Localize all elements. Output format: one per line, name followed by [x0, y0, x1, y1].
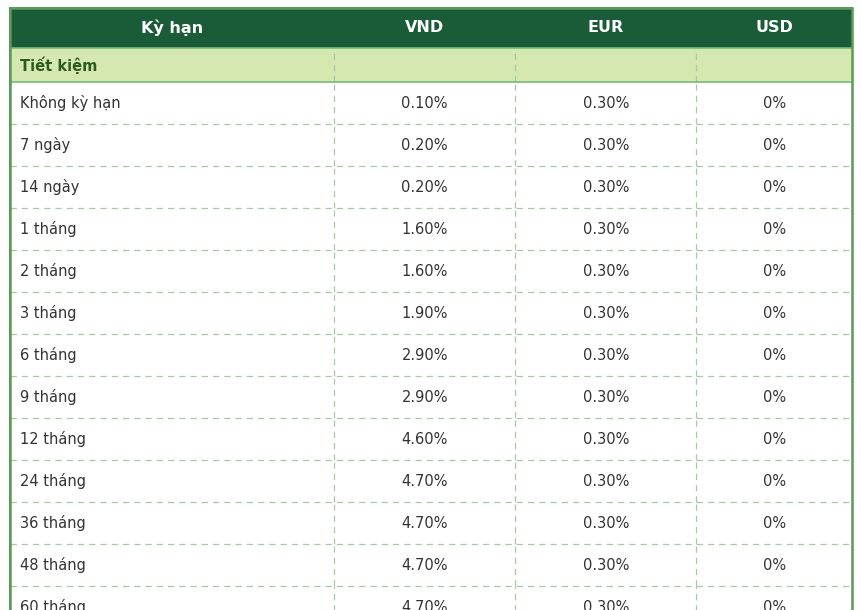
- Text: 2 tháng: 2 tháng: [20, 263, 77, 279]
- Text: 3 tháng: 3 tháng: [20, 305, 77, 321]
- Text: 0.30%: 0.30%: [582, 221, 629, 237]
- Text: 6 tháng: 6 tháng: [20, 347, 77, 363]
- Text: 0.20%: 0.20%: [401, 137, 448, 152]
- Text: 36 tháng: 36 tháng: [20, 515, 85, 531]
- Text: Tiết kiệm: Tiết kiệm: [20, 56, 97, 74]
- Text: 0%: 0%: [762, 515, 784, 531]
- Text: 0.30%: 0.30%: [582, 137, 629, 152]
- Text: 1.60%: 1.60%: [401, 221, 448, 237]
- Text: 0.30%: 0.30%: [582, 558, 629, 573]
- Text: 9 tháng: 9 tháng: [20, 389, 77, 405]
- Text: 0.20%: 0.20%: [401, 179, 448, 195]
- Text: 60 tháng: 60 tháng: [20, 599, 86, 610]
- Bar: [10, 544, 851, 586]
- Text: 1.90%: 1.90%: [401, 306, 448, 320]
- Bar: [10, 8, 851, 48]
- Text: USD: USD: [754, 21, 792, 35]
- Bar: [10, 82, 851, 124]
- Text: 0.30%: 0.30%: [582, 179, 629, 195]
- Bar: [10, 250, 851, 292]
- Text: 0.30%: 0.30%: [582, 306, 629, 320]
- Bar: [10, 124, 851, 166]
- Text: 4.70%: 4.70%: [401, 473, 448, 489]
- Text: 0.30%: 0.30%: [582, 96, 629, 110]
- Text: 0.30%: 0.30%: [582, 515, 629, 531]
- Text: 1 tháng: 1 tháng: [20, 221, 77, 237]
- Bar: [10, 48, 851, 82]
- Text: 0%: 0%: [762, 96, 784, 110]
- Text: 0%: 0%: [762, 600, 784, 610]
- Text: 4.70%: 4.70%: [401, 515, 448, 531]
- Text: 0.30%: 0.30%: [582, 390, 629, 404]
- Text: 4.70%: 4.70%: [401, 558, 448, 573]
- Text: Không kỳ hạn: Không kỳ hạn: [20, 95, 121, 111]
- Text: VND: VND: [405, 21, 443, 35]
- Text: 2.90%: 2.90%: [401, 348, 448, 362]
- Text: 0.30%: 0.30%: [582, 348, 629, 362]
- Text: EUR: EUR: [587, 21, 623, 35]
- Text: 0%: 0%: [762, 264, 784, 279]
- Text: 0%: 0%: [762, 221, 784, 237]
- Text: 0%: 0%: [762, 558, 784, 573]
- Text: 0.30%: 0.30%: [582, 431, 629, 447]
- Text: 0%: 0%: [762, 179, 784, 195]
- Text: 0%: 0%: [762, 137, 784, 152]
- Text: 1.60%: 1.60%: [401, 264, 448, 279]
- Text: 2.90%: 2.90%: [401, 390, 448, 404]
- Bar: [10, 418, 851, 460]
- Text: 0.10%: 0.10%: [401, 96, 448, 110]
- Text: 0%: 0%: [762, 473, 784, 489]
- Text: 48 tháng: 48 tháng: [20, 557, 86, 573]
- Text: 0.30%: 0.30%: [582, 473, 629, 489]
- Bar: [10, 376, 851, 418]
- Text: 24 tháng: 24 tháng: [20, 473, 86, 489]
- Text: Kỳ hạn: Kỳ hạn: [141, 20, 203, 36]
- Text: 12 tháng: 12 tháng: [20, 431, 86, 447]
- Text: 0%: 0%: [762, 390, 784, 404]
- Bar: [10, 166, 851, 208]
- Bar: [10, 586, 851, 610]
- Text: 4.70%: 4.70%: [401, 600, 448, 610]
- Text: 0.30%: 0.30%: [582, 600, 629, 610]
- Text: 0%: 0%: [762, 431, 784, 447]
- Text: 4.60%: 4.60%: [401, 431, 448, 447]
- Bar: [10, 292, 851, 334]
- Bar: [10, 502, 851, 544]
- Text: 14 ngày: 14 ngày: [20, 179, 79, 195]
- Bar: [10, 208, 851, 250]
- Text: 0%: 0%: [762, 306, 784, 320]
- Text: 7 ngày: 7 ngày: [20, 137, 70, 153]
- Text: 0%: 0%: [762, 348, 784, 362]
- Text: 0.30%: 0.30%: [582, 264, 629, 279]
- Bar: [10, 334, 851, 376]
- Bar: [10, 460, 851, 502]
